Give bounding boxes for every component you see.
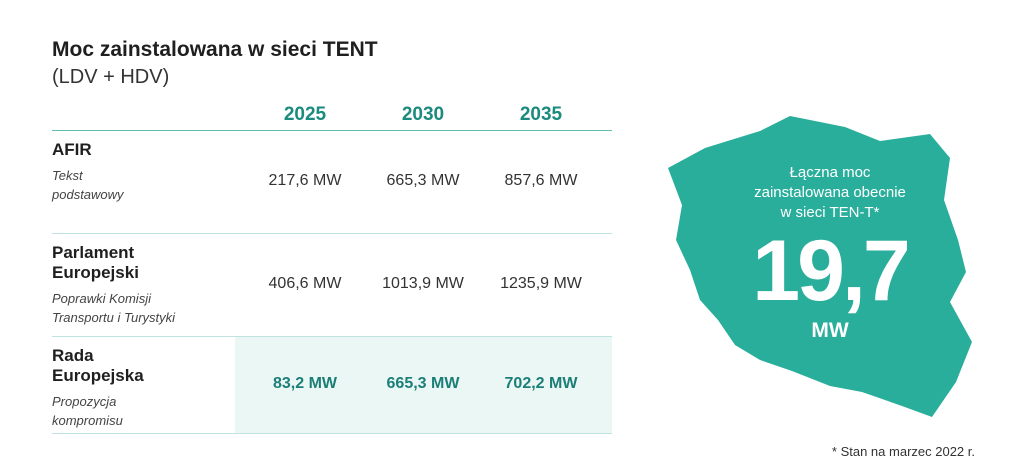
- cell: 857,6 MW: [504, 171, 578, 189]
- row-note-line: Transportu i Turystyki: [52, 310, 176, 325]
- row-note-line: podstawowy: [52, 187, 124, 202]
- row-name: AFIR: [52, 140, 92, 160]
- column-header: 2025: [283, 104, 327, 125]
- cell: 702,2 MW: [504, 374, 578, 392]
- row-note-line: Tekst: [52, 168, 83, 183]
- map-text: Łączna moc zainstalowana obecnie w sieci T…: [690, 163, 970, 343]
- row-note-line: kompromisu: [52, 413, 123, 428]
- cell: 217,6 MW: [268, 171, 342, 189]
- row-name-line: AFIR: [52, 140, 92, 159]
- cell: 1013,9 MW: [382, 274, 464, 292]
- row-name-line: Parlament: [52, 243, 135, 262]
- cell: 1235,9 MW: [500, 274, 582, 292]
- row-rule: [52, 233, 612, 234]
- row-name: Rada Europejska: [52, 346, 144, 386]
- row-name-line: Europejski: [52, 263, 139, 282]
- row-rule: [52, 433, 612, 434]
- cell: 406,6 MW: [268, 274, 342, 292]
- cell: 665,3 MW: [386, 374, 460, 392]
- row-name: Parlament Europejski: [52, 243, 139, 283]
- row-note-line: Poprawki Komisji: [52, 291, 151, 306]
- highlight-row: [235, 336, 612, 433]
- header-rule: [52, 130, 612, 131]
- poland-shape: [668, 116, 972, 417]
- row-name-line: Europejska: [52, 366, 144, 385]
- column-header: 2030: [401, 104, 445, 125]
- subtitle: (LDV + HDV): [52, 66, 170, 88]
- cell: 665,3 MW: [386, 171, 460, 189]
- row-note: Poprawki Komisji Transportu i Turystyki: [52, 289, 175, 327]
- map-label: Łączna moc zainstalowana obecnie w sieci T…: [690, 163, 970, 223]
- title: Moc zainstalowana w sieci TENT: [52, 38, 378, 61]
- column-header: 2035: [519, 104, 563, 125]
- row-note-line: Propozycja: [52, 394, 117, 409]
- map-label-line: zainstalowana obecnie: [754, 184, 906, 201]
- row-rule: [52, 336, 612, 337]
- row-name-line: Rada: [52, 346, 94, 365]
- row-note: Propozycja kompromisu: [52, 392, 123, 430]
- map-unit: MW: [811, 319, 849, 342]
- map-label-line: Łączna moc: [789, 164, 871, 181]
- map-value: 19,7: [752, 223, 910, 319]
- footnote: * Stan na marzec 2022 r.: [831, 444, 975, 459]
- cell: 83,2 MW: [272, 374, 337, 392]
- map-label-line: w sieci TEN-T*: [780, 204, 880, 221]
- row-note: Tekst podstawowy: [52, 166, 124, 204]
